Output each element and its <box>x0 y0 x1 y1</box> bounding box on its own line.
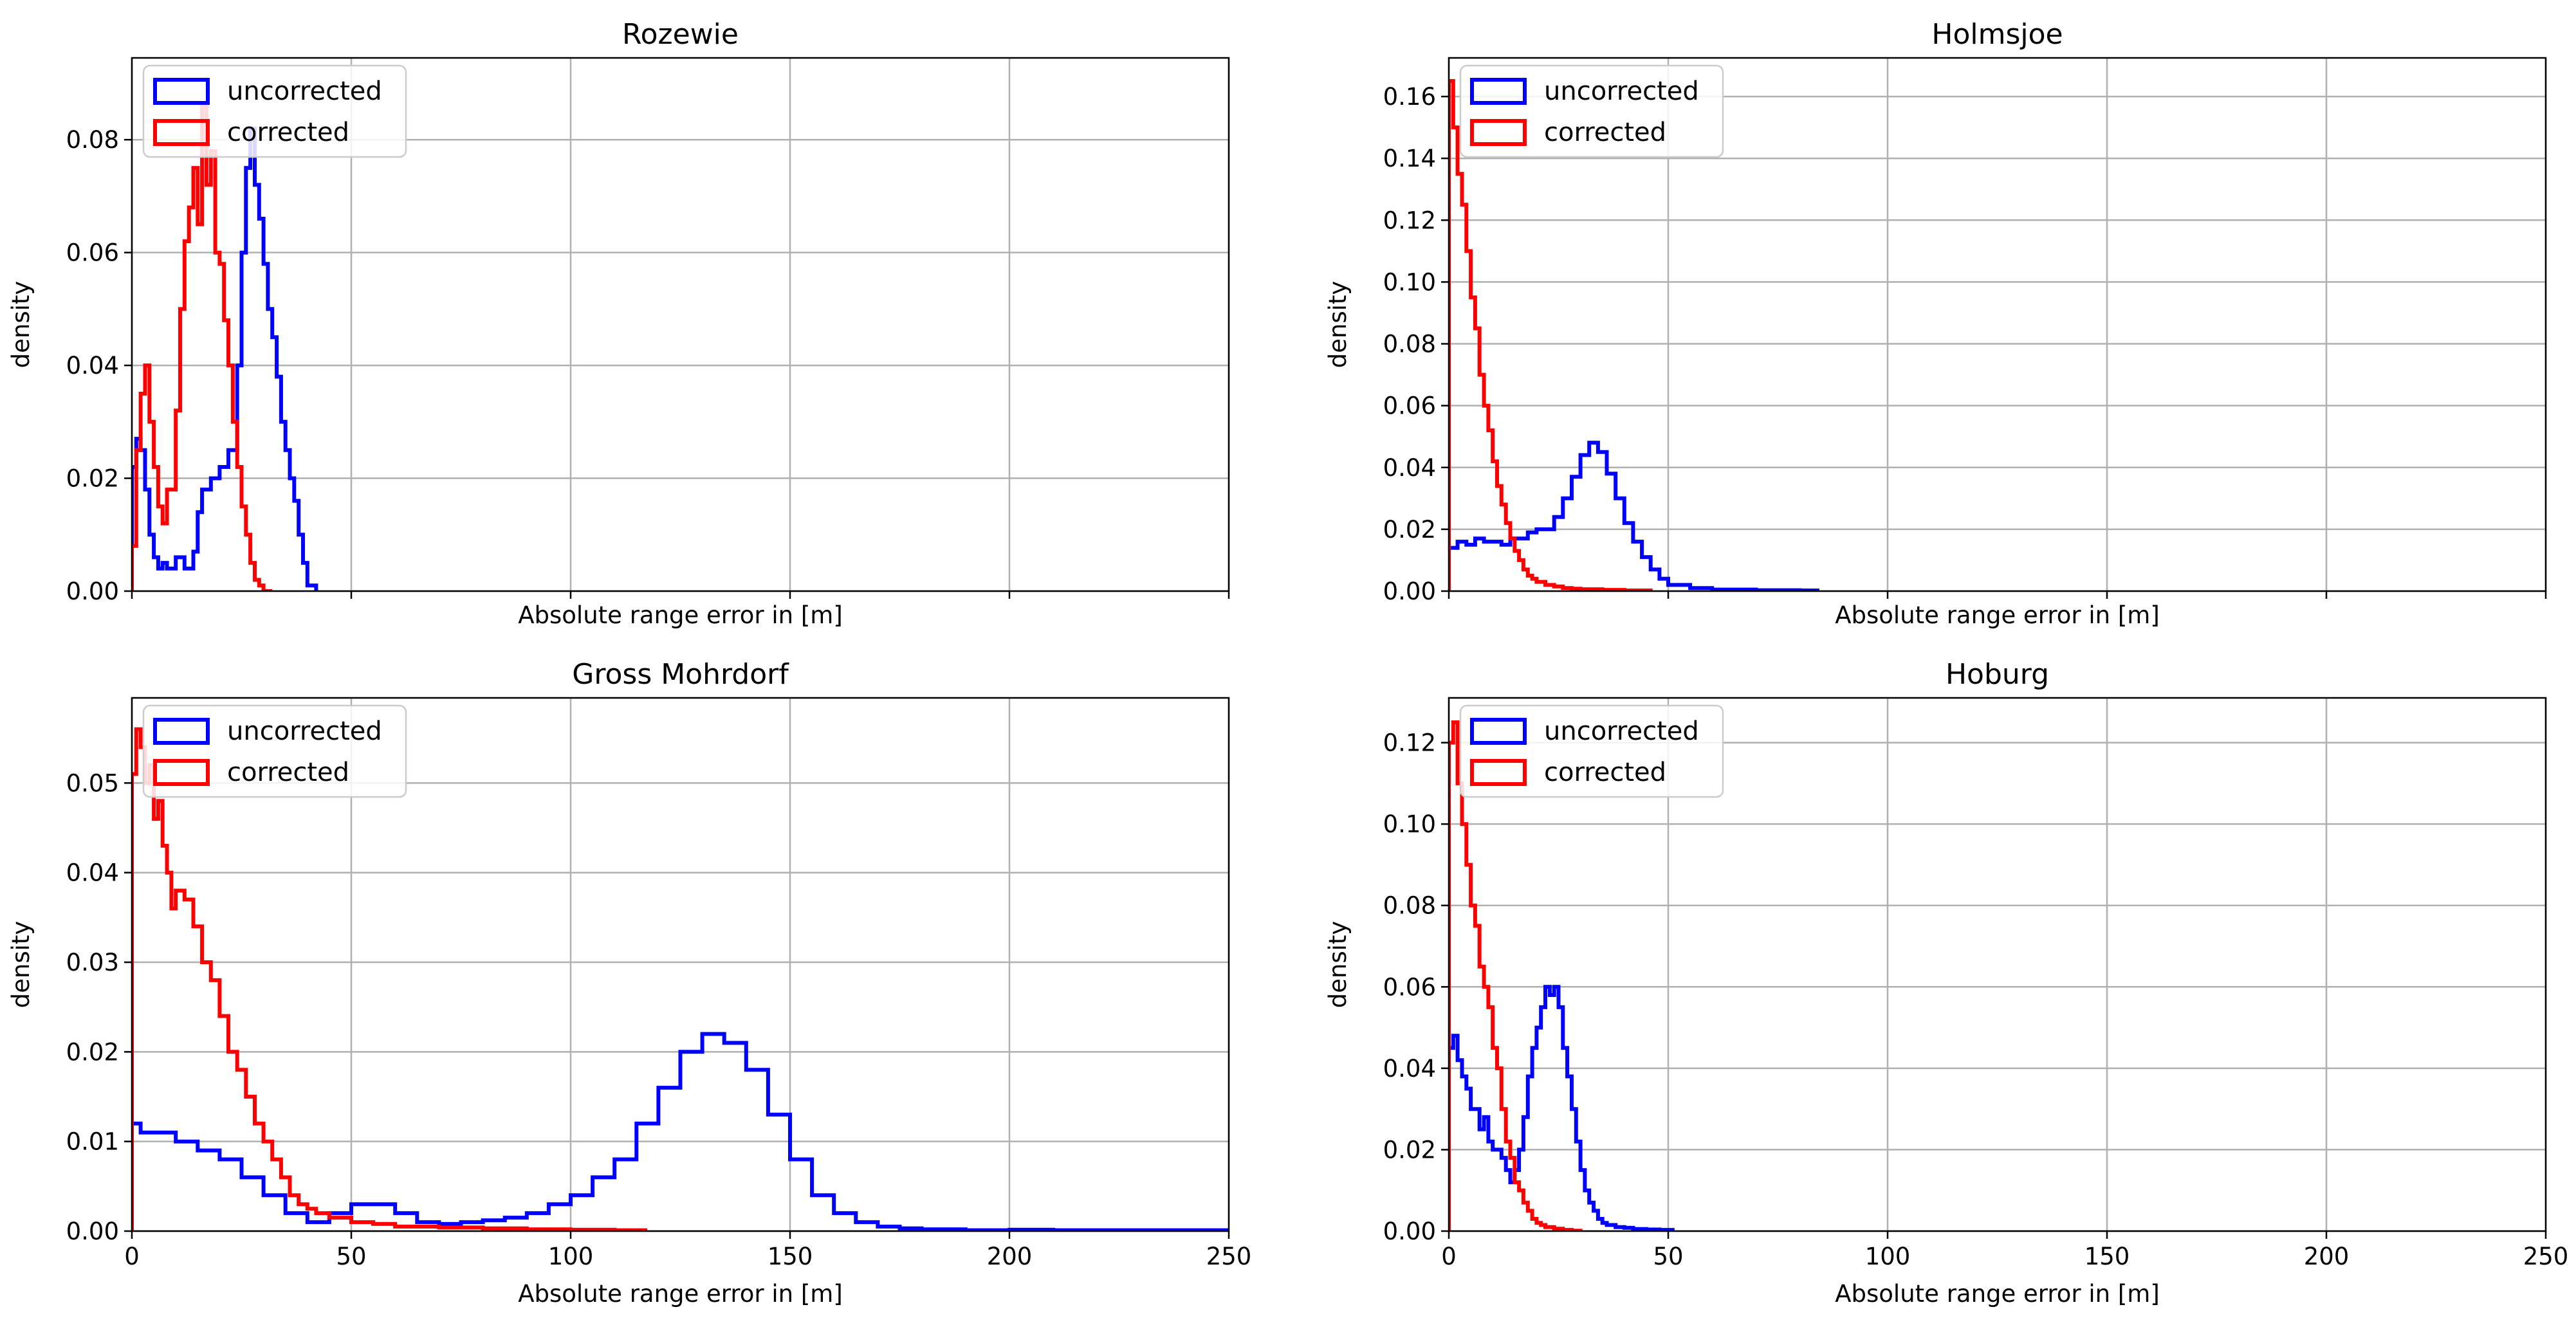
y-tick-label: 0.00 <box>66 1218 119 1245</box>
series-group <box>1449 720 1675 1231</box>
y-tick-label: 0.04 <box>66 859 119 887</box>
series-group <box>132 104 318 591</box>
y-tick-label: 0.04 <box>1383 454 1436 482</box>
subplot-title: Gross Mohrdorf <box>572 658 789 691</box>
legend-label-corrected: corrected <box>227 758 349 787</box>
legend-label-uncorrected: uncorrected <box>1544 717 1699 746</box>
y-tick-label: 0.06 <box>1383 392 1436 420</box>
legend: uncorrected corrected <box>1459 64 1724 158</box>
axes-frame <box>1448 697 2547 1232</box>
legend-swatch-uncorrected <box>153 718 210 745</box>
y-tick-label: 0.04 <box>1383 1055 1436 1083</box>
legend-label-corrected: corrected <box>227 118 349 147</box>
y-tick-label: 0.02 <box>1383 1136 1436 1164</box>
x-tick-label: 250 <box>2523 1243 2569 1270</box>
axes-frame <box>131 57 1230 592</box>
subplot-title: Hoburg <box>1946 658 2049 691</box>
legend-swatch-corrected <box>1470 759 1527 786</box>
y-tick-label: 0.02 <box>66 1038 119 1066</box>
axes-frame <box>131 697 1230 1232</box>
y-tick-label: 0.12 <box>1383 729 1436 757</box>
x-tick-label: 100 <box>1865 1243 1911 1270</box>
series-group <box>1449 79 1819 591</box>
x-axis-label: Absolute range error in [m] <box>518 1280 843 1308</box>
legend-label-uncorrected: uncorrected <box>227 717 382 746</box>
x-tick-label: 0 <box>1441 1243 1457 1270</box>
y-tick-label: 0.05 <box>66 769 119 797</box>
series-corrected <box>1449 79 1653 591</box>
y-tick-label: 0.16 <box>1383 83 1436 111</box>
legend-swatch-corrected <box>153 759 210 786</box>
y-axis-label: density <box>7 281 35 369</box>
series-uncorrected <box>1449 441 1819 591</box>
legend-swatch-corrected <box>153 119 210 146</box>
y-tick-label: 0.00 <box>66 578 119 605</box>
series-group <box>132 727 1229 1231</box>
x-tick-label: 150 <box>2084 1243 2130 1270</box>
y-axis-label: density <box>7 921 35 1009</box>
subplot-holmsjoe: 0.00 0.02 0.04 0.06 0.08 0.10 0.12 0.14 0.16 Holm… <box>1324 18 2547 629</box>
subplot-title: Rozewie <box>622 18 739 51</box>
y-tick-label: 0.12 <box>1383 206 1436 234</box>
series-uncorrected <box>132 1032 1229 1231</box>
y-tick-label: 0.10 <box>1383 810 1436 838</box>
y-tick-label: 0.01 <box>66 1128 119 1156</box>
y-tick-label: 0.06 <box>1383 973 1436 1001</box>
subplot-gross-mohrdorf: 0 50 100 150 200 250 0.00 0.01 0.02 0.03 0.04 0.05 G… <box>7 658 1251 1308</box>
series-corrected <box>132 727 647 1231</box>
legend-label-uncorrected: uncorrected <box>227 77 382 106</box>
x-tick-label: 250 <box>1206 1243 1252 1270</box>
legend-label-uncorrected: uncorrected <box>1544 77 1699 106</box>
x-axis-label: Absolute range error in [m] <box>1835 1280 2160 1308</box>
y-tick-label: 0.14 <box>1383 145 1436 172</box>
legend-swatch-corrected <box>1470 119 1527 146</box>
x-tick-label: 150 <box>768 1243 813 1270</box>
y-axis-label: density <box>1324 281 1352 369</box>
y-tick-label: 0.02 <box>66 465 119 493</box>
x-tick-label: 200 <box>2304 1243 2350 1270</box>
y-tick-label: 0.08 <box>1383 331 1436 358</box>
legend-swatch-uncorrected <box>1470 718 1527 745</box>
y-tick-label: 0.02 <box>1383 516 1436 544</box>
subplot-hoburg: 0 50 100 150 200 250 0.00 0.02 0.04 0.06 0.08 0.10 0… <box>1324 658 2568 1308</box>
y-tick-label: 0.08 <box>1383 892 1436 920</box>
series-corrected <box>1449 720 1583 1231</box>
series-uncorrected <box>1449 985 1675 1231</box>
y-tick-label: 0.06 <box>66 239 119 267</box>
x-tick-label: 0 <box>124 1243 140 1270</box>
y-tick-label: 0.03 <box>66 949 119 976</box>
legend-label-corrected: corrected <box>1544 758 1666 787</box>
y-tick-label: 0.04 <box>66 352 119 379</box>
x-tick-label: 100 <box>548 1243 594 1270</box>
x-axis-label: Absolute range error in [m] <box>1835 601 2160 629</box>
y-tick-label: 0.00 <box>1383 578 1436 605</box>
y-tick-label: 0.00 <box>1383 1218 1436 1245</box>
series-uncorrected <box>132 126 318 591</box>
legend-swatch-uncorrected <box>153 78 210 105</box>
x-tick-label: 200 <box>987 1243 1033 1270</box>
subplot-title: Holmsjoe <box>1931 18 2063 51</box>
legend: uncorrected corrected <box>142 704 407 798</box>
series-corrected <box>132 104 273 591</box>
axes-frame <box>1448 57 2547 592</box>
legend: uncorrected corrected <box>142 64 407 158</box>
subplot-rozewie: 0.00 0.02 0.04 0.06 0.08 Rozewie Absolute rang… <box>7 18 1230 629</box>
legend-label-corrected: corrected <box>1544 118 1666 147</box>
y-tick-label: 0.10 <box>1383 268 1436 296</box>
legend: uncorrected corrected <box>1459 704 1724 798</box>
y-tick-label: 0.08 <box>66 126 119 154</box>
x-tick-label: 50 <box>1653 1243 1683 1270</box>
x-tick-label: 50 <box>336 1243 366 1270</box>
legend-swatch-uncorrected <box>1470 78 1527 105</box>
x-axis-label: Absolute range error in [m] <box>518 601 843 629</box>
y-axis-label: density <box>1324 921 1352 1009</box>
